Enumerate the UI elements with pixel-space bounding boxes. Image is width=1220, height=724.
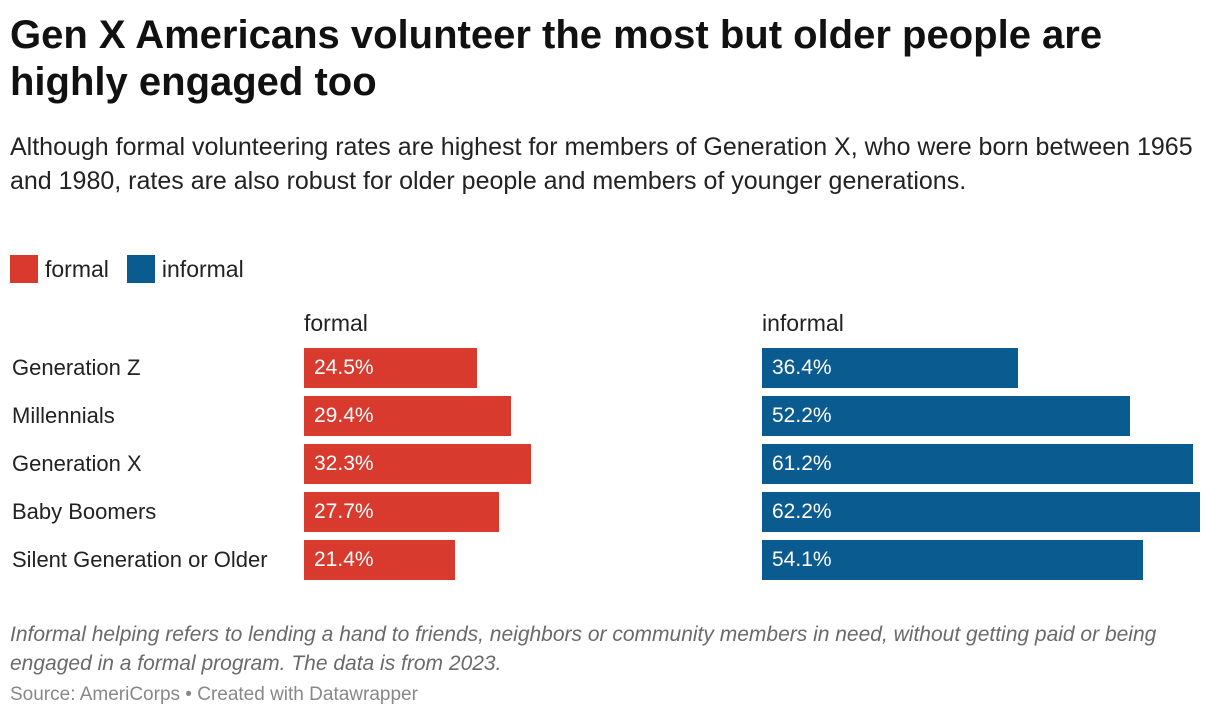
- bar-value-label: 52.2%: [772, 404, 832, 427]
- legend-item-informal: informal: [126, 255, 244, 283]
- bar-value-label: 27.7%: [314, 500, 374, 523]
- bar-informal: [762, 396, 1130, 436]
- bar-formal: [304, 540, 455, 580]
- legend-label-formal: formal: [45, 255, 109, 282]
- legend: formal informal: [10, 254, 262, 284]
- category-label: Silent Generation or Older: [12, 547, 268, 572]
- bar-formal: [304, 348, 477, 388]
- bar-informal: [762, 348, 1018, 388]
- chart-subtitle: Although formal volunteering rates are h…: [10, 133, 1193, 195]
- bar-value-label: 61.2%: [772, 452, 832, 475]
- bar-informal: [762, 492, 1200, 532]
- panel-title-informal: informal: [762, 310, 844, 336]
- bar-value-label: 32.3%: [314, 452, 374, 475]
- legend-label-informal: informal: [161, 255, 244, 282]
- legend-item-formal: formal: [10, 255, 109, 283]
- category-label: Generation Z: [12, 355, 141, 380]
- bar-value-label: 54.1%: [772, 548, 832, 571]
- category-label: Baby Boomers: [12, 499, 157, 524]
- chart-source: Source: AmeriCorps • Created with Datawr…: [10, 684, 418, 705]
- bar-value-label: 36.4%: [772, 356, 832, 379]
- bar-value-label: 29.4%: [314, 404, 374, 427]
- bar-value-label: 21.4%: [314, 548, 374, 571]
- bar-formal: [304, 396, 511, 436]
- bar-value-label: 24.5%: [314, 356, 374, 379]
- bar-informal: [762, 540, 1143, 580]
- chart-notes: Informal helping refers to lending a han…: [10, 623, 1157, 675]
- panel-title-formal: formal: [304, 310, 368, 336]
- bar-value-label: 62.2%: [772, 500, 832, 523]
- legend-swatch-formal: [10, 255, 38, 283]
- chart-title: Gen X Americans volunteer the most but o…: [10, 13, 1103, 104]
- bar-formal: [304, 444, 531, 484]
- bar-formal: [304, 492, 499, 532]
- bar-informal: [762, 444, 1193, 484]
- legend-swatch-informal: [126, 255, 155, 283]
- category-label: Generation X: [12, 451, 142, 476]
- category-label: Millennials: [12, 403, 115, 428]
